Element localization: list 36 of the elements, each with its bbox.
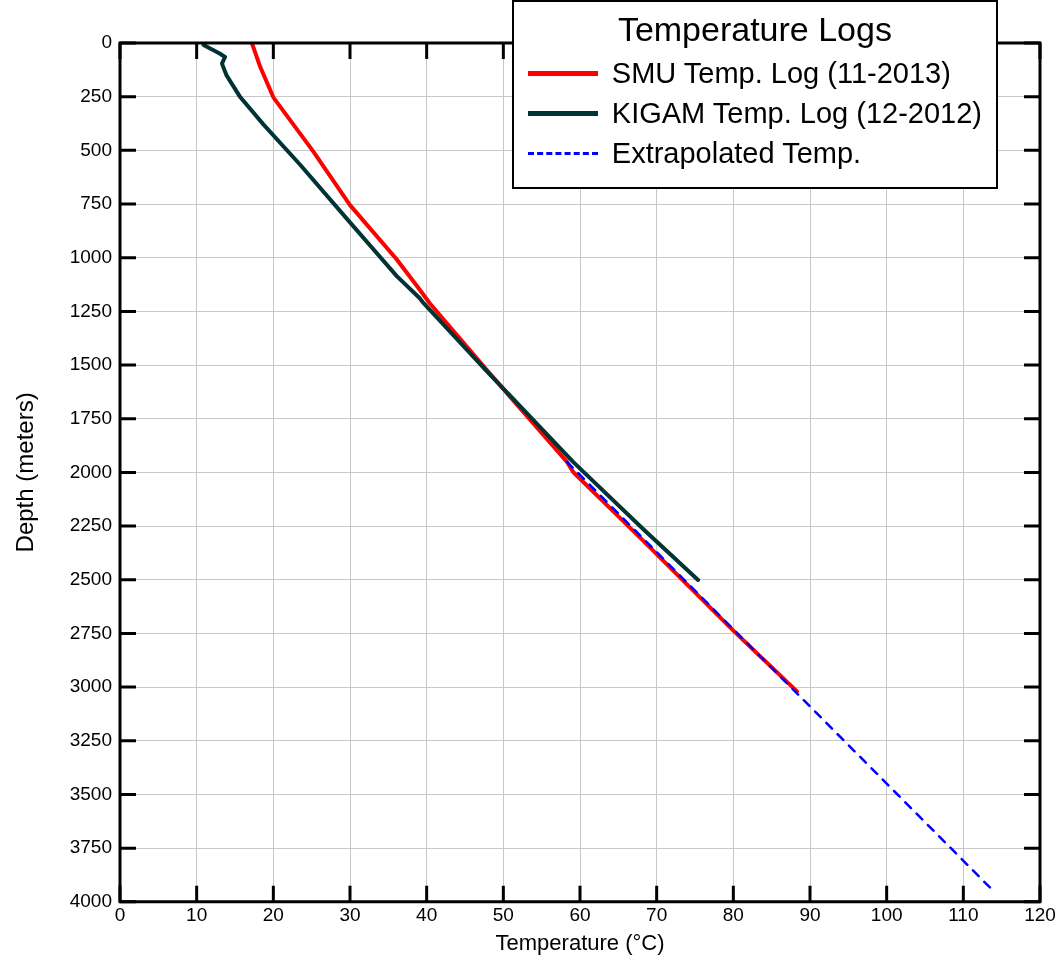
x-tick-label: 40: [416, 904, 438, 926]
x-tick-label: 120: [1024, 904, 1056, 926]
y-tick-label: 2000: [69, 460, 112, 482]
x-tick-label: 80: [722, 904, 744, 926]
y-tick-label: 1250: [69, 299, 112, 321]
y-tick-label: 500: [80, 138, 112, 160]
y-tick-label: 1500: [69, 353, 112, 375]
y-tick-label: 0: [101, 31, 112, 53]
x-tick-label: 100: [870, 904, 903, 926]
y-tick-label: 1750: [69, 406, 112, 428]
legend-label: SMU Temp. Log (11-2013): [611, 56, 951, 91]
x-tick-label: 20: [262, 904, 284, 926]
y-tick-label: 3750: [69, 836, 112, 858]
y-tick-label: 750: [80, 192, 112, 214]
y-tick-label: 2500: [69, 567, 112, 589]
x-tick-label: 10: [186, 904, 208, 926]
y-tick-label: 3250: [69, 729, 112, 751]
y-axis-title: Depth (meters): [11, 392, 39, 553]
y-tick-label: 3500: [69, 782, 112, 804]
legend-label: KIGAM Temp. Log (12-2012): [611, 96, 982, 131]
x-tick-label: 50: [492, 904, 514, 926]
x-tick-label: 60: [569, 904, 591, 926]
x-tick-label: 70: [646, 904, 668, 926]
x-tick-label: 30: [339, 904, 361, 926]
y-tick-label: 2750: [69, 621, 112, 643]
x-axis-title: Temperature (°C): [495, 929, 665, 955]
x-tick-label: 0: [114, 904, 126, 926]
y-tick-label: 250: [80, 84, 112, 106]
y-tick-label: 1000: [69, 245, 112, 267]
x-tick-label: 110: [948, 904, 979, 926]
legend-label: Extrapolated Temp.: [611, 136, 862, 171]
legend-title: Temperature Logs: [616, 10, 893, 49]
x-tick-label: 90: [799, 904, 821, 926]
y-tick-label: 2250: [69, 514, 112, 536]
y-tick-label: 4000: [69, 890, 112, 912]
y-tick-label: 3000: [69, 675, 112, 697]
